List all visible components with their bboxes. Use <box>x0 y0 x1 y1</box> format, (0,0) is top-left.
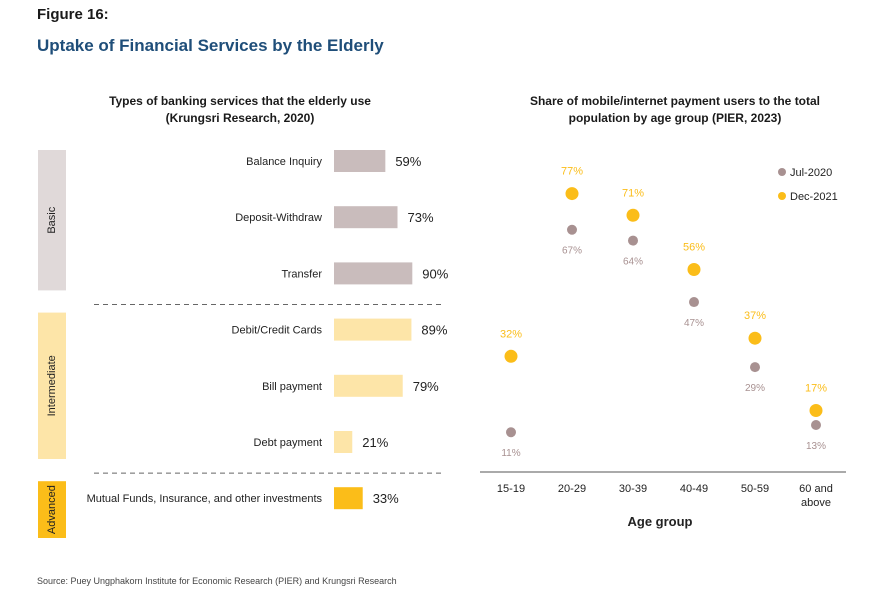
dot-value-label: 64% <box>623 257 643 268</box>
source-note: Source: Puey Ungphakorn Institute for Ec… <box>37 576 397 586</box>
dot-value-label: 11% <box>501 448 520 459</box>
x-tick-label: 15-19 <box>497 483 525 495</box>
dot-value-label: 67% <box>562 246 582 257</box>
dot-jul-2020 <box>811 419 821 430</box>
dot-jul-2020 <box>689 297 699 308</box>
bar-category-label: Balance Inquiry <box>246 156 322 168</box>
bar-category-label: Debit/Credit Cards <box>232 325 323 337</box>
group-band-advanced <box>38 481 66 538</box>
dot-value-label: 13% <box>806 441 826 452</box>
dot-jul-2020 <box>628 235 638 246</box>
dot-dec-2021 <box>748 331 762 345</box>
group-band-basic <box>38 150 66 291</box>
figure-title: Uptake of Financial Services by the Elde… <box>37 36 384 55</box>
group-label-basic: Basic <box>46 206 58 233</box>
left-chart-title-block: Types of banking services that the elder… <box>80 93 400 127</box>
bar-value-label: 59% <box>395 154 421 169</box>
bar-category-label: Bill payment <box>262 381 322 393</box>
bar <box>334 487 363 510</box>
bar <box>334 431 353 453</box>
legend-marker <box>778 168 786 176</box>
dot-jul-2020 <box>506 427 516 438</box>
bar-category-label: Debt payment <box>254 437 322 449</box>
bar <box>334 150 386 172</box>
legend-label: Dec-2021 <box>790 191 838 203</box>
bar-value-label: 21% <box>362 435 388 450</box>
dot-value-label: 71% <box>622 187 644 199</box>
x-tick-label: 20-29 <box>558 483 586 495</box>
dot-value-label: 47% <box>684 318 704 329</box>
dot-dec-2021 <box>687 263 701 277</box>
banking-services-bar-chart: Basic Balance Inquiry 59% Deposit-Withdraw 7… <box>38 150 449 538</box>
x-tick-label: 30-39 <box>619 483 647 495</box>
dot-jul-2020 <box>750 362 760 373</box>
x-axis-title: Age group <box>628 514 693 529</box>
right-chart-title-block: Share of mobile/internet payment users t… <box>490 93 860 127</box>
dot-value-label: 37% <box>744 310 766 322</box>
dot-value-label: 17% <box>805 383 827 395</box>
group-band-intermediate <box>38 312 66 459</box>
bar <box>334 318 412 341</box>
dot-dec-2021 <box>504 349 518 363</box>
right-chart-title: Share of mobile/internet payment users t… <box>529 94 821 108</box>
dot-value-label: 29% <box>745 383 765 394</box>
group-label-intermediate: Intermediate <box>46 355 58 416</box>
dot-dec-2021 <box>626 208 640 222</box>
right-chart-subtitle: population by age group (PIER, 2023) <box>568 111 782 125</box>
dot-value-label: 32% <box>500 328 522 340</box>
dot-jul-2020 <box>567 224 577 235</box>
x-tick-label: 50-59 <box>741 483 769 495</box>
bar-category-label: Transfer <box>281 268 322 280</box>
bar-category-label: Deposit-Withdraw <box>235 212 322 224</box>
bar-value-label: 33% <box>373 491 399 506</box>
left-chart-title: Types of banking services that the elder… <box>109 94 371 108</box>
dot-value-label: 56% <box>683 242 705 254</box>
legend-label: Jul-2020 <box>790 167 832 179</box>
legend-marker <box>778 192 786 200</box>
bar-value-label: 90% <box>422 266 448 281</box>
x-tick-label: 60 and above <box>799 483 833 509</box>
bar-value-label: 89% <box>421 323 447 338</box>
bar-value-label: 73% <box>408 210 434 225</box>
group-label-advanced: Advanced <box>46 485 58 534</box>
bar-category-label: Mutual Funds, Insurance, and other inves… <box>87 493 323 505</box>
left-chart-subtitle: (Krungsri Research, 2020) <box>165 111 315 125</box>
dot-value-label: 77% <box>561 166 583 178</box>
figure-label: Figure 16: <box>37 6 109 23</box>
bar <box>334 374 403 397</box>
bar <box>334 262 413 285</box>
x-tick-label: 40-49 <box>680 483 708 495</box>
dot-dec-2021 <box>809 404 823 418</box>
dot-dec-2021 <box>565 187 579 201</box>
bar-value-label: 79% <box>413 379 439 394</box>
bar <box>334 206 398 229</box>
payment-users-dot-chart: 15-19 20-29 30-39 40-49 50-59 60 and above Age … <box>480 166 846 529</box>
